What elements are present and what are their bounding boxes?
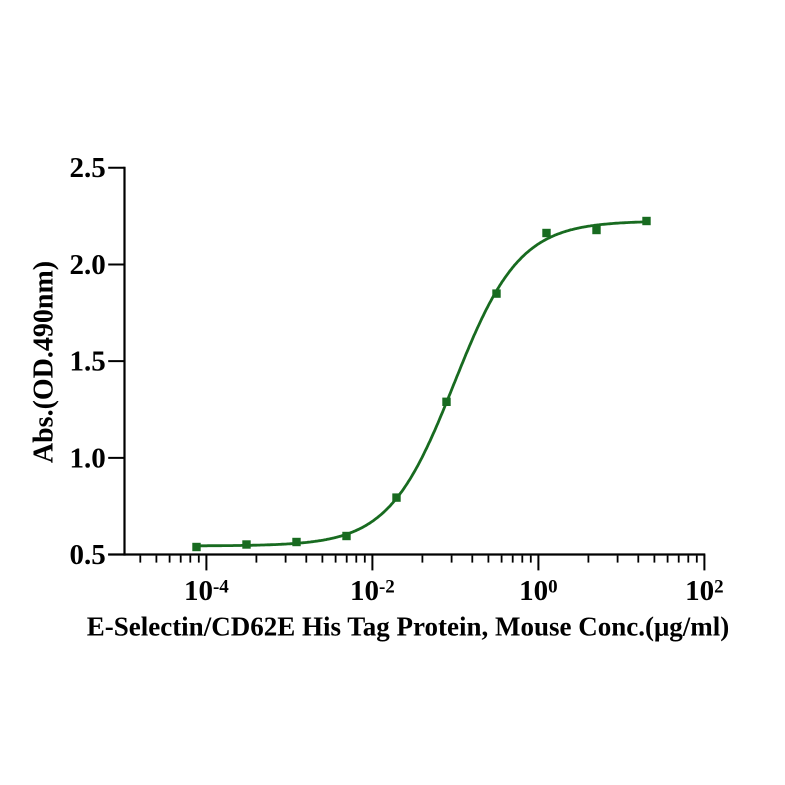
svg-text:1.0: 1.0 [70,442,106,474]
svg-text:10-2: 10-2 [350,575,395,607]
svg-text:2.0: 2.0 [70,249,106,281]
svg-text:Abs.(OD.490nm): Abs.(OD.490nm) [28,261,59,463]
svg-text:100: 100 [519,575,558,607]
svg-text:0.5: 0.5 [70,539,106,571]
svg-text:2.5: 2.5 [70,152,106,184]
svg-text:1.5: 1.5 [70,346,106,378]
svg-text:E-Selectin/CD62E His Tag Prote: E-Selectin/CD62E His Tag Protein, Mouse … [87,612,730,642]
